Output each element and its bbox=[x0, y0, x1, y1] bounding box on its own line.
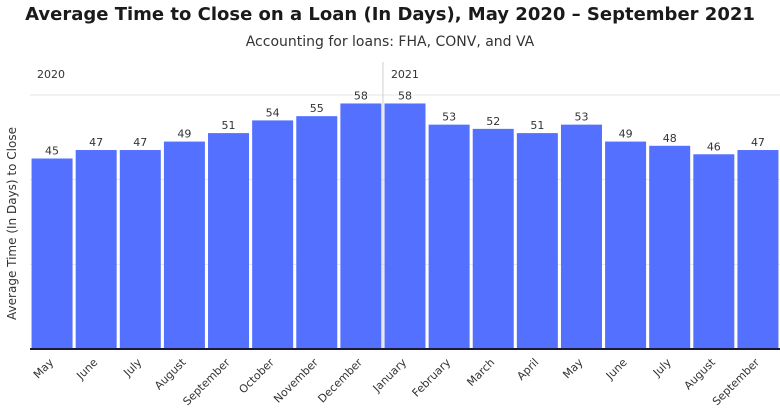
bar bbox=[428, 124, 470, 349]
bar bbox=[163, 141, 205, 349]
bar bbox=[384, 103, 426, 349]
x-tick-label: August bbox=[682, 355, 719, 392]
data-label: 48 bbox=[663, 132, 677, 145]
year-label: 2020 bbox=[37, 68, 65, 81]
x-tick-label: October bbox=[236, 356, 277, 397]
bar bbox=[75, 150, 117, 349]
data-label: 58 bbox=[354, 89, 368, 102]
x-tick-label: June bbox=[603, 356, 630, 383]
x-tick-label: December bbox=[315, 356, 365, 406]
data-label: 54 bbox=[266, 106, 280, 119]
bar bbox=[516, 133, 558, 349]
bar bbox=[649, 145, 691, 349]
x-tick-label: January bbox=[370, 356, 410, 396]
year-label: 2021 bbox=[391, 68, 419, 81]
x-tick-label: March bbox=[464, 356, 497, 389]
x-tick-label: November bbox=[271, 356, 321, 406]
data-label: 49 bbox=[619, 128, 633, 141]
data-label: 47 bbox=[751, 136, 765, 149]
data-label: 51 bbox=[222, 119, 236, 132]
data-label: 51 bbox=[530, 119, 544, 132]
x-tick-label: September bbox=[710, 356, 763, 409]
bar bbox=[252, 120, 294, 350]
data-label: 49 bbox=[177, 128, 191, 141]
bar bbox=[119, 150, 161, 349]
bar bbox=[560, 124, 602, 349]
x-tick-label: August bbox=[152, 355, 189, 392]
x-tick-label: May bbox=[560, 356, 586, 382]
data-label: 52 bbox=[486, 115, 500, 128]
x-tick-label: July bbox=[650, 356, 674, 380]
bar bbox=[737, 150, 779, 349]
x-tick-label: April bbox=[514, 356, 541, 383]
x-tick-label: May bbox=[31, 356, 57, 382]
data-label: 47 bbox=[133, 136, 147, 149]
x-tick-label: September bbox=[180, 356, 233, 409]
x-tick-label: February bbox=[410, 356, 454, 400]
bar bbox=[605, 141, 647, 349]
chart-subtitle: Accounting for loans: FHA, CONV, and VA bbox=[245, 34, 535, 50]
data-label: 46 bbox=[707, 140, 721, 153]
bar bbox=[340, 103, 382, 349]
x-tick-label: June bbox=[73, 356, 100, 383]
data-label: 55 bbox=[310, 102, 324, 115]
chart-title: Average Time to Close on a Loan (In Days… bbox=[25, 4, 755, 25]
bar bbox=[472, 128, 514, 349]
bar bbox=[693, 154, 735, 349]
data-label: 53 bbox=[574, 111, 588, 124]
y-axis-label: Average Time (In Days) to Close bbox=[5, 127, 19, 320]
bar bbox=[31, 158, 73, 349]
x-tick-label: July bbox=[121, 356, 145, 380]
data-label: 45 bbox=[45, 145, 59, 158]
data-label: 53 bbox=[442, 111, 456, 124]
data-label: 47 bbox=[89, 136, 103, 149]
bar bbox=[208, 133, 250, 349]
bar bbox=[296, 116, 338, 350]
data-label: 58 bbox=[398, 89, 412, 102]
